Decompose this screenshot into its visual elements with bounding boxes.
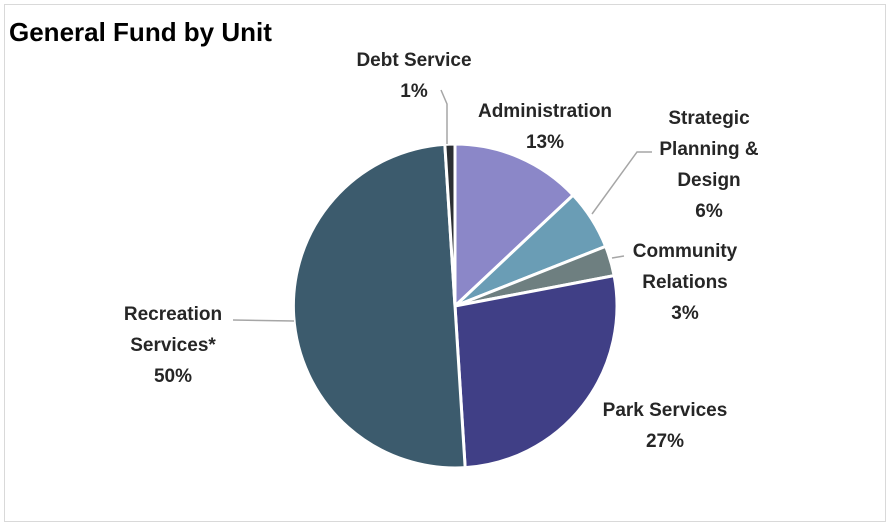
slice-name-label: Relations — [642, 272, 728, 293]
leader-line — [591, 151, 652, 215]
pie-slice-debt-service — [443, 142, 457, 307]
slice-value-label: 50% — [154, 366, 192, 387]
slice-name-label: Planning & — [659, 139, 759, 160]
slice-value-label: 3% — [671, 303, 699, 324]
slice-label: Community Relations 3% — [633, 241, 738, 324]
slice-name-label: Services* — [130, 335, 216, 356]
slice-name-label: Administration — [478, 101, 612, 122]
leader-line — [611, 255, 625, 259]
pie-slice-recreation-services — [291, 142, 467, 470]
leader-line — [440, 89, 448, 144]
slice-label: Administration 13% — [478, 101, 612, 153]
slice-value-label: 6% — [695, 201, 723, 222]
pie-slice-park-services — [453, 273, 619, 470]
pie-slice-administration — [453, 142, 576, 310]
slice-name-label: Community — [633, 241, 738, 262]
slice-value-label: 1% — [400, 81, 428, 102]
slice-label: Recreation Services* 50% — [124, 304, 222, 387]
slice-value-label: 13% — [526, 132, 564, 153]
slice-value-label: 27% — [646, 431, 684, 452]
chart-title: General Fund by Unit — [9, 17, 272, 47]
slice-name-label: Recreation — [124, 304, 222, 325]
slice-label: Debt Service 1% — [356, 50, 471, 102]
slice-name-label: Park Services — [603, 400, 728, 421]
slice-name-label: Strategic — [668, 108, 750, 129]
slice-label: Park Services 27% — [603, 400, 728, 452]
slice-name-label: Design — [677, 170, 740, 191]
slice-name-label: Debt Service — [356, 50, 471, 71]
leader-line — [232, 319, 295, 322]
slice-label: Strategic Planning & Design 6% — [659, 108, 759, 222]
